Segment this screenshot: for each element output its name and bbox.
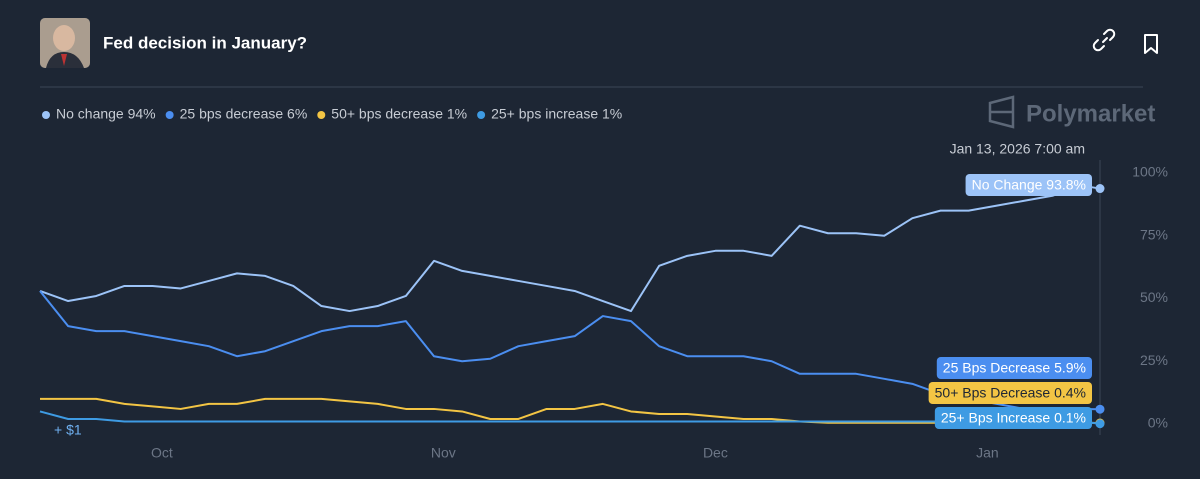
x-tick-label: Dec [703, 445, 728, 461]
end-dot [1095, 419, 1105, 429]
hover-date: Jan 13, 2026 7:00 am [950, 141, 1085, 157]
legend-label: 25+ bps increase 1% [491, 106, 622, 122]
avatar [40, 18, 90, 68]
end-label: 25 Bps Decrease 5.9% [936, 357, 1092, 379]
end-dot [1095, 184, 1105, 194]
legend-dot [42, 111, 50, 119]
end-label-box [934, 407, 1092, 429]
y-tick-label: 0% [1148, 415, 1168, 431]
legend-label: No change 94% [56, 106, 156, 122]
x-tick-label: Jan [976, 445, 999, 461]
x-tick-label: Nov [431, 445, 456, 461]
x-tick-label: Oct [151, 445, 173, 461]
end-label-text: No Change 93.8% [972, 177, 1086, 193]
y-tick-label: 75% [1140, 226, 1168, 242]
legend-dot [477, 111, 486, 119]
legend: No change 94% 25 bps decrease 6% 50+ bps d… [42, 106, 622, 122]
end-label: 25+ Bps Increase 0.1% [934, 407, 1092, 429]
end-label-text: 25+ Bps Increase 0.1% [941, 410, 1086, 426]
end-label: No Change 93.8% [965, 174, 1092, 196]
link-icon[interactable] [1092, 28, 1116, 52]
end-label-text: 25 Bps Decrease 5.9% [943, 360, 1086, 376]
end-label-box [965, 174, 1092, 196]
series-line [39, 184, 1101, 313]
series-line [40, 397, 1101, 424]
y-tick-label: 100% [1132, 164, 1168, 180]
legend-dot [165, 111, 174, 119]
end-label-box [928, 382, 1092, 404]
legend-label: 25 bps decrease 6% [180, 106, 308, 122]
bookmark-icon[interactable] [1144, 34, 1158, 54]
title: Fed decision in January? [103, 33, 307, 52]
legend-dot [317, 111, 326, 119]
end-label-text: 50+ Bps Decrease 0.4% [935, 385, 1086, 401]
y-tick-label: 50% [1140, 289, 1168, 305]
y-tick-label: 25% [1140, 352, 1168, 368]
end-label: 50+ Bps Decrease 0.4% [928, 382, 1092, 404]
end-dot [1095, 404, 1105, 414]
annotation: + $1 [54, 422, 82, 438]
legend-label: 50+ bps decrease 1% [331, 106, 467, 122]
end-label-box [936, 357, 1092, 379]
brand: Polymarket [1026, 100, 1155, 127]
brand-logo [988, 95, 1015, 129]
series-line [39, 410, 1101, 425]
